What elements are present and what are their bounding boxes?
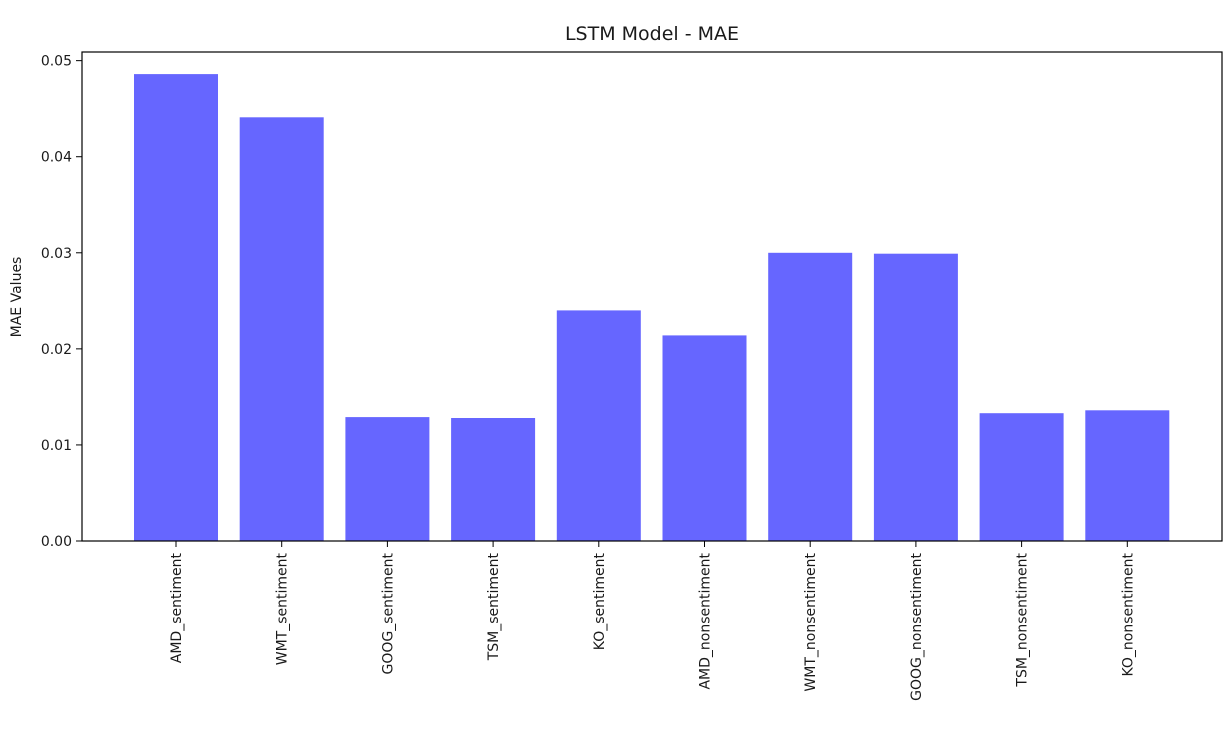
- x-tick-label: GOOG_nonsentiment: [909, 552, 925, 700]
- x-tick-label: WMT_nonsentiment: [803, 552, 819, 691]
- y-tick-label: 0.04: [41, 150, 72, 166]
- bar-AMD_sentiment: [134, 74, 218, 541]
- bar-WMT_nonsentiment: [768, 252, 853, 542]
- bar-TSM_nonsentiment: [979, 413, 1064, 541]
- bar-GOOG_sentiment: [345, 417, 430, 541]
- y-tick-label: 0.05: [41, 54, 72, 70]
- x-tick-label: KO_sentiment: [592, 553, 608, 651]
- x-tick-label: TSM_nonsentiment: [1015, 552, 1031, 687]
- bars: [134, 74, 1170, 542]
- bar-TSM_sentiment: [451, 418, 536, 541]
- y-tick-label: 0.00: [41, 534, 72, 550]
- y-axis-label: MAE Values: [9, 257, 25, 338]
- x-tick-label: TSM_sentiment: [486, 552, 502, 661]
- x-tick-label: AMD_nonsentiment: [698, 553, 714, 690]
- x-tick-label: AMD_sentiment: [169, 552, 185, 663]
- y-tick-label: 0.01: [41, 438, 72, 454]
- x-tick-label: KO_nonsentiment: [1120, 553, 1136, 677]
- x-axis-ticks: AMD_sentiment WMT_sentiment GOOG_sentiment…: [169, 541, 1136, 701]
- x-tick-label: GOOG_sentiment: [380, 552, 396, 674]
- bar-AMD_nonsentiment: [662, 335, 747, 541]
- chart-title: LSTM Model - MAE: [565, 23, 739, 45]
- plot-frame: [81, 51, 1223, 542]
- bar-WMT_sentiment: [239, 117, 324, 542]
- bar-KO_nonsentiment: [1085, 410, 1170, 541]
- y-tick-label: 0.03: [41, 246, 72, 262]
- x-tick-label: WMT_sentiment: [275, 552, 291, 665]
- bar-GOOG_nonsentiment: [873, 253, 958, 541]
- y-axis-ticks: 0.00 0.01 0.02 0.03 0.04 0.05: [41, 54, 82, 550]
- y-tick-label: 0.02: [41, 342, 72, 358]
- bar-KO_sentiment: [556, 310, 641, 541]
